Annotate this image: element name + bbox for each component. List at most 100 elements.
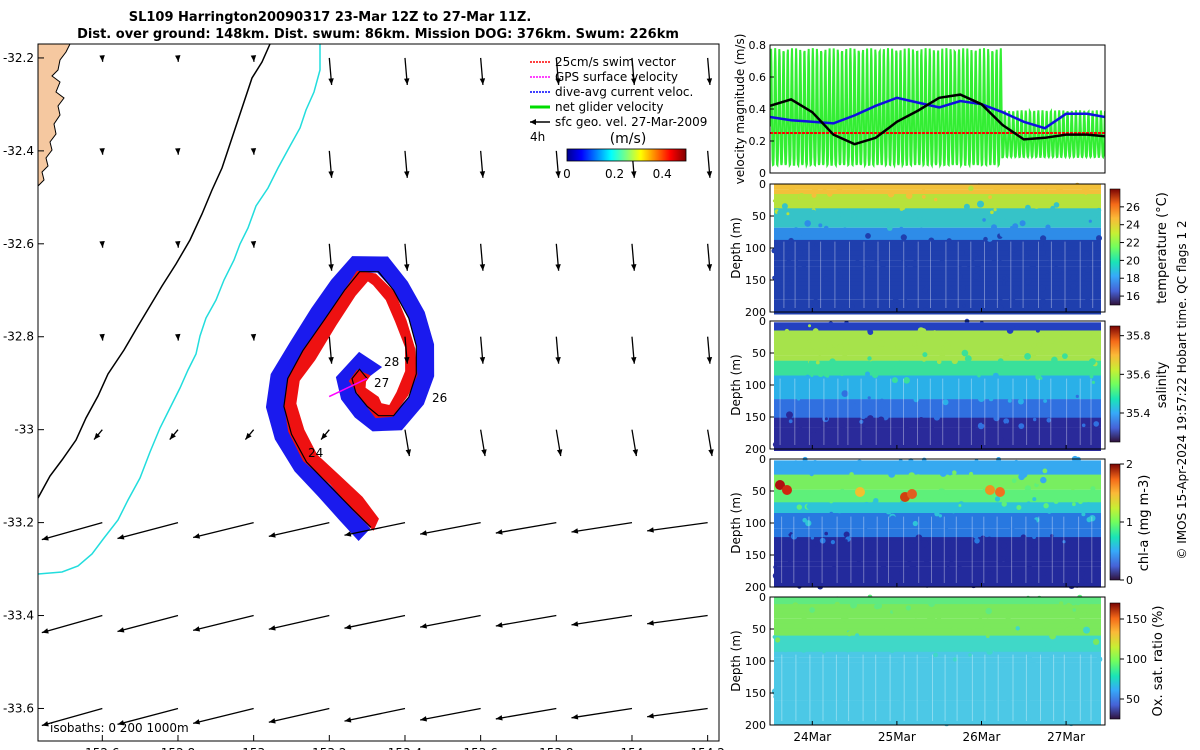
section-sample-dot: [1011, 672, 1015, 677]
geostrophic-arrowhead: [479, 264, 486, 271]
section-sample-dot: [907, 303, 914, 311]
section-depth-band: [774, 571, 1101, 577]
section-sample-dot: [781, 203, 788, 210]
section-sample-dot: [784, 328, 790, 334]
section-sample-dot: [1031, 519, 1037, 525]
section-sample-dot: [928, 424, 935, 430]
section-sample-dot: [902, 554, 907, 559]
section-sample-dot: [773, 694, 779, 700]
section-sample-dot: [959, 689, 966, 696]
section-sample-dot: [933, 293, 937, 297]
section-sample-dot: [823, 373, 828, 377]
geostrophic-arrowhead: [555, 78, 561, 85]
section-sample-dot: [1045, 408, 1049, 412]
map-xtick-label: 154: [621, 746, 644, 750]
section-sample-dot: [941, 685, 947, 690]
section-sample-dot: [809, 607, 815, 613]
section-sample-dot: [806, 720, 811, 725]
section-sample-dot: [853, 291, 858, 296]
section-depth-band: [774, 522, 1101, 529]
temperature-colorbar: [1109, 188, 1121, 306]
section-sample-dot: [994, 548, 999, 553]
section-sample-dot: [887, 305, 895, 312]
geostrophic-arrowhead: [169, 432, 176, 440]
section-sample-dot: [1002, 280, 1006, 285]
section-sample-dot: [997, 689, 1004, 697]
section-sample-dot: [1017, 404, 1021, 408]
section-sample-dot: [833, 667, 839, 673]
section-sample-dot: [954, 395, 959, 399]
section-sample-dot: [1053, 202, 1060, 208]
section-sample-dot: [793, 460, 798, 465]
chla-panel: Depth (m) chl-a (mg m-3): [729, 455, 1152, 590]
depth-tick-label: 0: [759, 315, 766, 328]
section-sample-dot: [909, 543, 915, 549]
colorbar-tick-label: 26: [1126, 201, 1140, 214]
section-depth-band: [774, 632, 1101, 638]
section-sample-dot: [1052, 362, 1058, 368]
section-sample-dot: [1086, 505, 1092, 512]
section-sample-dot: [1088, 358, 1096, 366]
section-sample-dot: [1075, 394, 1079, 398]
section-sample-dot: [899, 226, 904, 231]
section-sample-dot: [903, 423, 910, 431]
section-sample-dot: [1093, 421, 1099, 427]
section-sample-dot: [1013, 193, 1020, 200]
section-sample-dot: [1003, 353, 1010, 360]
section-sample-dot: [961, 349, 969, 357]
section-sample-dot: [794, 718, 801, 725]
section-sample-dot: [1004, 423, 1009, 427]
section-sample-dot: [982, 218, 986, 222]
legend-net-glider-velocity: net glider velocity: [555, 100, 663, 114]
temperature-ylabel: Depth (m): [729, 217, 743, 278]
section-sample-dot: [949, 290, 957, 298]
section-sample-dot: [1002, 276, 1006, 280]
section-sample-dot: [821, 336, 828, 343]
section-sample-dot: [1050, 438, 1054, 443]
section-sample-dot: [876, 268, 882, 275]
section-sample-dot: [918, 720, 924, 726]
section-sample-dot: [1045, 273, 1049, 277]
section-depth-band: [774, 270, 1101, 277]
section-sample-dot: [983, 391, 990, 398]
section-sample-dot: [964, 680, 971, 688]
section-sample-dot: [898, 659, 903, 664]
section-sample-dot: [1080, 275, 1086, 281]
section-sample-dot: [877, 385, 884, 393]
section-sample-dot: [874, 258, 881, 264]
section-sample-dot: [837, 268, 843, 273]
section-sample-dot: [1026, 707, 1030, 711]
section-sample-dot: [915, 534, 923, 542]
geostrophic-arrowhead: [708, 449, 714, 457]
section-sample-dot: [980, 670, 984, 675]
section-sample-dot: [856, 559, 862, 564]
section-sample-dot: [1061, 253, 1066, 258]
section-sample-dot: [842, 227, 848, 234]
section-sample-dot: [825, 678, 831, 685]
section-sample-dot: [886, 689, 894, 697]
section-sample-dot: [963, 399, 971, 407]
section-sample-dot: [771, 688, 779, 696]
section-depth-band: [774, 628, 1101, 634]
depth-tick-label: 0: [759, 453, 766, 466]
velocity-ytick-label: 0.4: [749, 103, 767, 116]
section-sample-dot: [1050, 205, 1056, 211]
section-sample-dot: [1032, 535, 1036, 539]
section-sample-dot: [904, 262, 909, 267]
section-depth-band: [774, 189, 1101, 195]
section-sample-dot: [789, 186, 795, 193]
section-sample-dot: [829, 511, 834, 516]
section-sample-dot: [998, 297, 1003, 301]
section-sample-dot: [792, 602, 799, 609]
section-sample-dot: [842, 339, 849, 347]
section-sample-dot: [899, 699, 906, 707]
section-sample-dot: [1000, 542, 1008, 549]
section-sample-dot: [928, 477, 932, 481]
section-sample-dot: [820, 422, 827, 430]
section-sample-dot: [871, 406, 876, 411]
isobaths-label: isobaths: 0 200 1000m: [50, 721, 189, 735]
section-sample-dot: [944, 527, 949, 532]
colorbar-tick-label: 35.6: [1126, 368, 1151, 381]
section-sample-dot: [786, 212, 790, 216]
section-sample-dot: [1079, 365, 1085, 371]
